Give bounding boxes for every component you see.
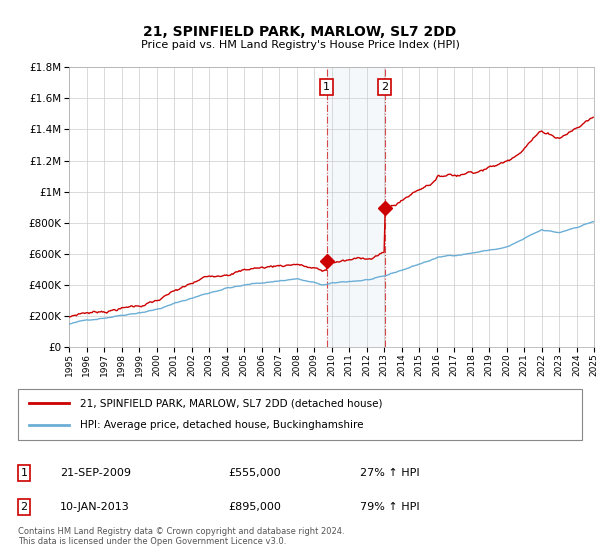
Text: 1: 1 bbox=[20, 468, 28, 478]
Text: £895,000: £895,000 bbox=[228, 502, 281, 512]
Text: Contains HM Land Registry data © Crown copyright and database right 2024.
This d: Contains HM Land Registry data © Crown c… bbox=[18, 526, 344, 546]
Text: 1: 1 bbox=[323, 82, 330, 92]
Text: HPI: Average price, detached house, Buckinghamshire: HPI: Average price, detached house, Buck… bbox=[80, 421, 364, 431]
Text: 79% ↑ HPI: 79% ↑ HPI bbox=[360, 502, 419, 512]
Text: 10-JAN-2013: 10-JAN-2013 bbox=[60, 502, 130, 512]
Text: 21, SPINFIELD PARK, MARLOW, SL7 2DD (detached house): 21, SPINFIELD PARK, MARLOW, SL7 2DD (det… bbox=[80, 398, 383, 408]
Bar bbox=[326, 67, 385, 347]
Text: Price paid vs. HM Land Registry's House Price Index (HPI): Price paid vs. HM Land Registry's House … bbox=[140, 40, 460, 50]
FancyBboxPatch shape bbox=[18, 389, 582, 440]
Text: 2: 2 bbox=[20, 502, 28, 512]
Text: 2: 2 bbox=[381, 82, 388, 92]
Text: £555,000: £555,000 bbox=[228, 468, 281, 478]
Text: 27% ↑ HPI: 27% ↑ HPI bbox=[360, 468, 419, 478]
Text: 21-SEP-2009: 21-SEP-2009 bbox=[60, 468, 131, 478]
Text: 21, SPINFIELD PARK, MARLOW, SL7 2DD: 21, SPINFIELD PARK, MARLOW, SL7 2DD bbox=[143, 25, 457, 39]
